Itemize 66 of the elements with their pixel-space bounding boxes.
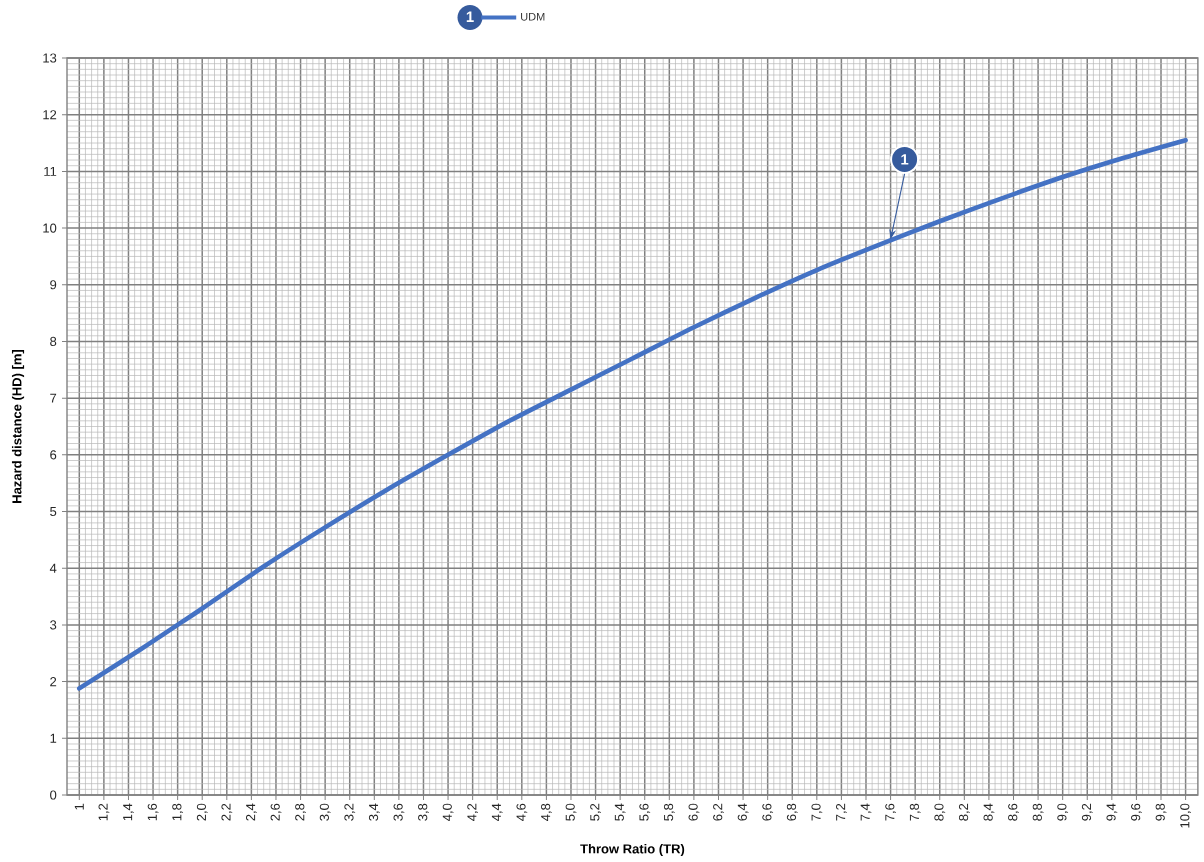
x-tick-label: 7,2 xyxy=(836,803,847,821)
y-tick-label: 3 xyxy=(50,620,57,630)
x-tick-label: 1,6 xyxy=(147,803,159,821)
x-tick-label: 2,0 xyxy=(196,803,208,821)
x-tick-label: 8,4 xyxy=(983,803,995,821)
y-tick-label: 1 xyxy=(50,733,57,743)
y-tick-label: 12 xyxy=(43,110,57,120)
x-tick-label: 6,6 xyxy=(762,803,774,821)
x-tick-label: 2,8 xyxy=(295,803,306,821)
x-tick-label: 4,4 xyxy=(491,803,503,821)
x-tick-label: 6,0 xyxy=(688,803,700,821)
x-tick-label: 10,0 xyxy=(1180,803,1191,828)
x-tick-label: 9,8 xyxy=(1155,803,1167,821)
x-tick-label: 9,6 xyxy=(1131,803,1142,821)
x-tick-label: 6,8 xyxy=(786,803,798,821)
x-tick-label: 6,2 xyxy=(713,803,724,821)
x-tick-label: 2,2 xyxy=(221,803,233,821)
y-tick-label: 4 xyxy=(49,563,57,573)
y-tick-label: 10 xyxy=(43,223,57,233)
x-tick-label: 3,4 xyxy=(368,803,380,821)
y-tick-label: 0 xyxy=(50,790,57,800)
x-tick-label: 7,8 xyxy=(909,803,921,821)
y-tick-label: 7 xyxy=(50,393,57,403)
x-tick-label: 9,2 xyxy=(1081,803,1093,821)
x-tick-label: 4,6 xyxy=(516,803,528,821)
x-tick-label: 8,2 xyxy=(958,803,970,821)
x-tick-label: 1,2 xyxy=(98,803,110,821)
x-tick-label: 7,6 xyxy=(885,803,896,821)
x-tick-label: 4,8 xyxy=(541,803,552,821)
x-tick-label: 7,0 xyxy=(811,803,823,821)
legend-label: UDM xyxy=(521,12,545,21)
x-tick-label: 3,6 xyxy=(393,803,405,821)
x-tick-label: 5,0 xyxy=(565,803,577,821)
x-tick-label: 5,8 xyxy=(663,803,675,821)
x-tick-label: 9,0 xyxy=(1057,803,1069,821)
x-tick-label: 8,8 xyxy=(1032,803,1044,821)
x-tick-label: 1,8 xyxy=(172,803,183,821)
line-series xyxy=(76,137,1188,691)
x-tick-label: 4,2 xyxy=(467,803,479,821)
y-tick-label: 11 xyxy=(44,166,57,176)
x-axis-title: Throw Ratio (TR) xyxy=(580,843,685,857)
y-tick-label: 6 xyxy=(50,450,57,460)
x-tick-label: 1 xyxy=(74,803,84,810)
x-tick-label: 5,6 xyxy=(639,803,651,821)
x-tick-label: 2,6 xyxy=(270,803,282,821)
y-tick-label: 13 xyxy=(43,53,57,63)
x-tick-label: 3,8 xyxy=(418,803,429,821)
annotation: 1 xyxy=(901,154,909,165)
y-tick-label: 5 xyxy=(50,507,57,517)
x-tick-label: 4,0 xyxy=(442,803,454,821)
x-tick-label: 8,0 xyxy=(934,803,946,821)
x-tick-label: 6,4 xyxy=(737,803,749,821)
x-tick-label: 3,0 xyxy=(319,803,331,821)
legend-title: 1 xyxy=(466,11,474,22)
y-axis-title: Hazard distance (HD) [m] xyxy=(11,349,25,503)
y-tick-label: 9 xyxy=(50,280,57,290)
y-tick-label: 8 xyxy=(50,336,57,347)
y-tick-label: 2 xyxy=(50,677,57,687)
x-tick-label: 3,2 xyxy=(344,803,356,821)
x-tick-label: 5,4 xyxy=(614,803,626,821)
x-tick-label: 1,4 xyxy=(123,803,134,821)
x-tick-label: 9,4 xyxy=(1106,803,1118,821)
x-tick-label: 7,4 xyxy=(860,803,872,821)
x-tick-label: 2,4 xyxy=(246,803,257,821)
x-tick-label: 8,6 xyxy=(1008,803,1019,821)
x-tick-label: 5,2 xyxy=(590,803,601,821)
